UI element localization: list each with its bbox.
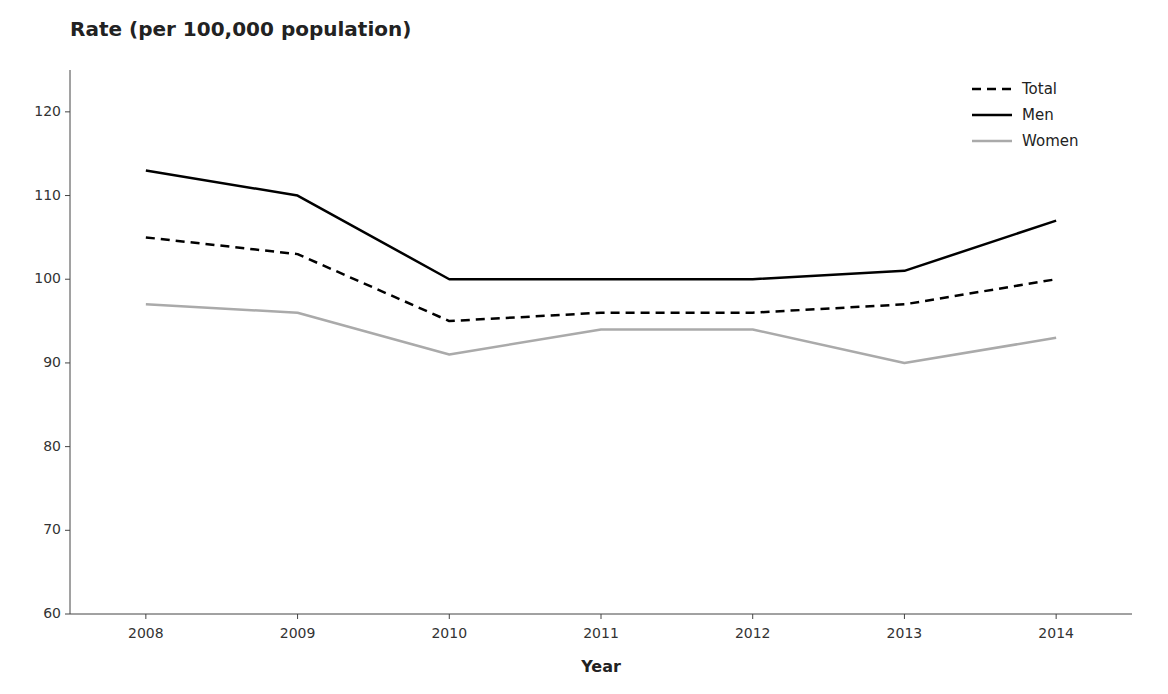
x-tick <box>297 614 298 619</box>
x-tick <box>752 614 753 619</box>
y-tick <box>65 362 70 363</box>
y-tick <box>65 279 70 280</box>
x-tick-label: 2008 <box>128 625 164 641</box>
y-tick-label: 120 <box>34 103 61 119</box>
x-tick <box>601 614 602 619</box>
y-tick-label: 100 <box>34 270 61 286</box>
series-line <box>146 170 1056 279</box>
legend-swatch <box>972 114 1012 117</box>
x-tick-label: 2011 <box>583 625 619 641</box>
legend-label: Women <box>1022 132 1078 150</box>
y-tick <box>65 530 70 531</box>
legend: Total Men Women <box>972 80 1078 150</box>
y-tick-label: 90 <box>43 354 61 370</box>
legend-label: Total <box>1021 80 1057 98</box>
x-axis-label: Year <box>580 657 621 676</box>
legend-swatch <box>972 140 1012 143</box>
x-tick-label: 2012 <box>735 625 771 641</box>
plot-area <box>146 170 1056 362</box>
y-tick <box>65 446 70 447</box>
x-tick-label: 2014 <box>1038 625 1074 641</box>
x-tick-label: 2009 <box>280 625 316 641</box>
x-tick <box>1056 614 1057 619</box>
y-tick <box>65 111 70 112</box>
x-tick <box>449 614 450 619</box>
x-tick-label: 2013 <box>887 625 923 641</box>
y-tick-label: 70 <box>43 521 61 537</box>
title: Rate (per 100,000 population) <box>70 17 411 41</box>
legend-swatch <box>972 88 1012 91</box>
x-tick <box>145 614 146 619</box>
y-tick <box>65 195 70 196</box>
axes: 60 70 80 90 100 110 120 2008 2009 2010 2011 2012 201… <box>34 70 1132 641</box>
y-axis-line <box>70 70 71 614</box>
series-line <box>146 304 1056 363</box>
y-tick-label: 110 <box>34 187 61 203</box>
y-tick-label: 80 <box>43 438 61 454</box>
legend-label: Men <box>1022 106 1054 124</box>
chart: Rate (per 100,000 population) 60 70 80 90 100… <box>0 0 1168 694</box>
x-tick-label: 2010 <box>431 625 467 641</box>
y-tick <box>65 614 70 615</box>
y-tick-label: 60 <box>43 605 61 621</box>
x-tick <box>904 614 905 619</box>
